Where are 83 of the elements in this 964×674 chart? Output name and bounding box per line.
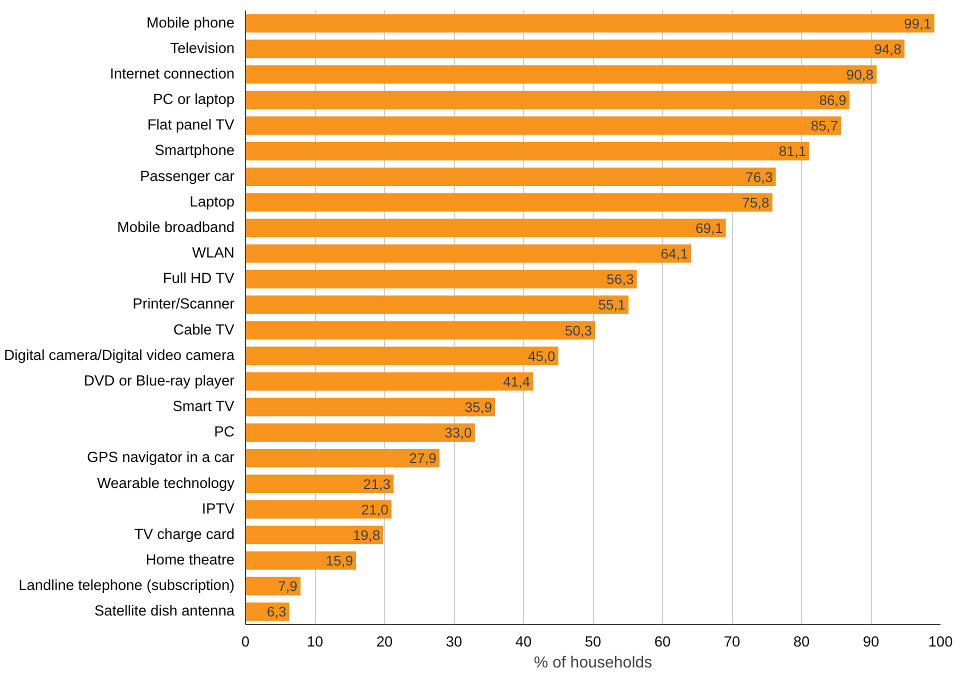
x-tick-label: 90 [862,634,880,650]
x-tick-label: 40 [515,634,532,650]
data-label: 94,8 [874,40,902,57]
x-tick-label: 60 [654,634,671,650]
bar [246,500,392,519]
x-tick-label: 50 [584,634,602,650]
bar [246,423,475,442]
y-tick-label: Mobile broadband [117,220,235,236]
bar [246,449,440,468]
x-tick-label: 80 [793,634,810,650]
bar [246,218,726,238]
x-tick-label: 30 [446,634,462,650]
bar [246,90,850,110]
bar [246,551,356,570]
bar [246,296,628,314]
x-tick-label: 100 [928,634,953,650]
bar [246,244,691,263]
data-label: 86,9 [819,92,847,108]
y-tick-label: Full HD TV [162,271,234,288]
y-tick-label: PC or laptop [153,92,234,108]
bar [246,65,877,84]
data-label: 21,0 [361,501,389,518]
data-label: 35,9 [464,399,492,416]
x-axis-title: % of households [534,654,652,672]
data-label: 33,0 [444,424,472,441]
y-tick-label: GPS navigator in a car [87,450,235,466]
bar [246,270,637,288]
data-label: 21,3 [363,476,391,492]
y-tick-label: PC [214,424,235,441]
y-tick-label: Smart TV [172,399,234,416]
bar [246,474,394,493]
y-tick-label: Digital camera/Digital video camera [4,348,236,364]
data-label: 45,0 [528,348,556,364]
bar [246,40,904,58]
data-label: 81,1 [778,143,806,160]
bar [246,576,300,596]
data-label: 76,3 [746,168,773,185]
bar [246,142,810,160]
data-label: 15,9 [326,552,354,569]
y-tick-label: IPTV [202,501,235,518]
bar [246,372,534,391]
x-tick-label: 10 [306,634,324,650]
y-tick-label: Laptop [190,194,234,210]
y-tick-label: Cable TV [173,322,234,338]
data-label: 50,3 [564,322,592,338]
data-label: 55,1 [598,296,626,313]
data-label: 90,8 [846,66,874,82]
bar [246,193,772,212]
x-tick-label: 0 [241,634,250,650]
data-label: 85,7 [810,118,838,134]
y-tick-label: Home theatre [146,552,234,569]
y-tick-label: Mobile phone [146,15,235,32]
x-tick-label: 70 [724,634,740,650]
y-tick-label: Passenger car [140,168,235,185]
y-tick-label: Flat panel TV [147,118,234,134]
y-tick-label: Internet connection [110,66,235,82]
data-label: 69,1 [695,220,723,236]
y-tick-label: Landline telephone (subscription) [18,578,235,594]
bar [246,526,384,544]
bar [246,398,496,416]
y-tick-label: TV charge card [134,526,235,543]
bar [246,321,596,340]
data-label: 75,8 [742,194,770,210]
data-label: 99,1 [904,15,932,32]
data-label: 56,3 [606,271,634,288]
data-label: 41,4 [502,373,530,390]
y-tick-label: Smartphone [154,143,234,160]
data-label: 7,9 [278,578,298,594]
x-tick-label: 20 [376,634,393,650]
y-tick-label: Printer/Scanner [132,296,235,313]
data-label: 19,8 [352,526,380,543]
bar [246,346,558,366]
y-tick-label: Television [170,40,235,57]
y-tick-label: Satellite dish antenna [94,604,236,620]
data-label: 64,1 [660,246,688,262]
data-label: 27,9 [409,450,437,466]
bar [246,116,842,135]
y-tick-label: Wearable technology [97,476,236,492]
data-label: 6,3 [266,604,286,620]
bar [246,14,934,32]
y-tick-label: WLAN [192,246,235,262]
bar [246,168,776,186]
y-tick-label: DVD or Blue-ray player [84,373,235,390]
